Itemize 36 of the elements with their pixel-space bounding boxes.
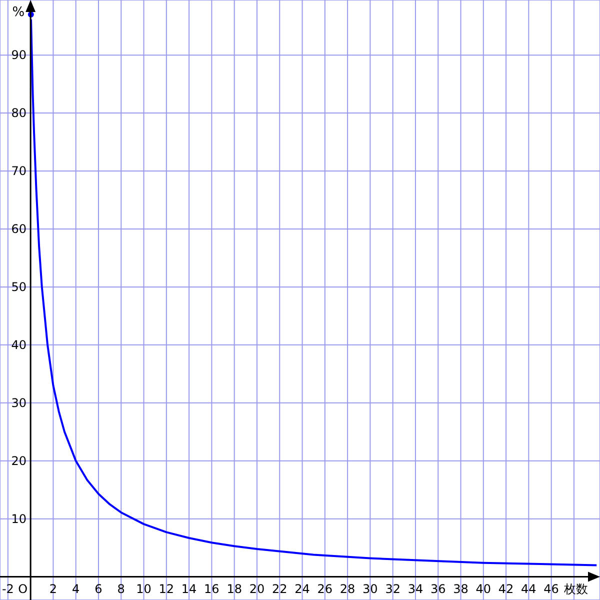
y-tick-label: 60	[11, 222, 27, 236]
x-tick-label: O	[18, 582, 28, 596]
y-tick-label: 20	[11, 454, 27, 468]
x-tick-label: 6	[94, 582, 102, 596]
y-tick-label: 80	[11, 106, 27, 120]
x-tick-label: 4	[72, 582, 80, 596]
x-tick-label: 44	[521, 582, 536, 596]
y-tick-label: 30	[11, 396, 27, 410]
x-tick-label: 32	[385, 582, 400, 596]
y-tick-label: 40	[11, 338, 27, 352]
x-tick-label: 18	[226, 582, 242, 596]
x-tick-label: 40	[476, 582, 492, 596]
x-tick-label: 26	[317, 582, 333, 596]
x-tick-label: 2	[49, 582, 58, 596]
y-tick-label: 10	[11, 512, 27, 526]
x-tick-label: -2	[2, 582, 14, 596]
x-tick-label: 24	[294, 582, 310, 596]
y-tick-label: 50	[11, 280, 27, 294]
x-tick-label: 20	[249, 582, 265, 596]
x-tick-label: 38	[453, 582, 468, 596]
x-tick-label: 8	[117, 582, 125, 596]
x-tick-label: 30	[362, 582, 378, 596]
y-axis-title: %	[12, 5, 25, 20]
x-tick-label: 28	[340, 582, 356, 596]
x-axis-title: 枚数	[563, 582, 588, 596]
x-tick-label: 14	[181, 582, 197, 596]
y-tick-label: 70	[11, 164, 27, 178]
x-tick-label: 46	[544, 582, 559, 596]
x-tick-label: 42	[498, 582, 514, 596]
y-tick-label: 90	[11, 48, 27, 62]
x-tick-label: 36	[430, 582, 446, 596]
x-tick-label: 34	[408, 582, 424, 596]
x-tick-label: 22	[272, 582, 288, 596]
x-tick-label: 16	[204, 582, 220, 596]
x-tick-label: 10	[136, 582, 152, 596]
x-tick-label: 12	[158, 582, 174, 596]
